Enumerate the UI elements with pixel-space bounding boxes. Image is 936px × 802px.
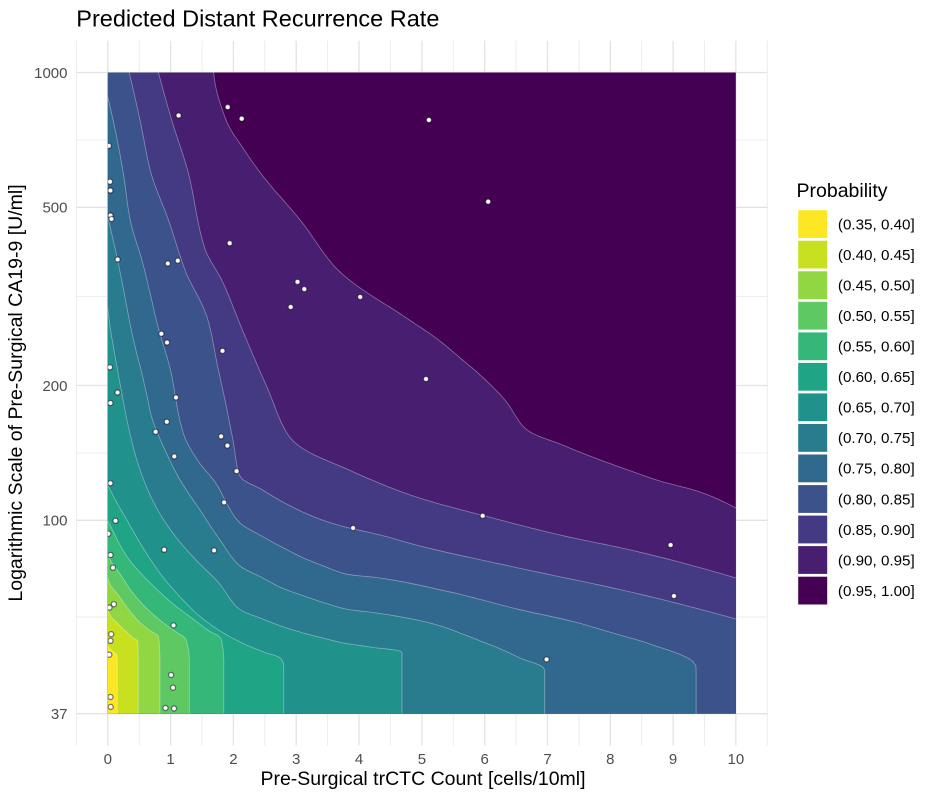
svg-text:Pre-Surgical trCTC Count [cell: Pre-Surgical trCTC Count [cells/10ml] xyxy=(260,768,585,790)
svg-text:(0.75, 0.80]: (0.75, 0.80] xyxy=(838,461,915,478)
svg-text:5: 5 xyxy=(418,751,426,768)
svg-text:Logarithmic Scale of Pre-Surgi: Logarithmic Scale of Pre-Surgical CA19-9… xyxy=(5,184,27,601)
svg-text:10: 10 xyxy=(728,751,745,768)
svg-text:7: 7 xyxy=(543,751,551,768)
svg-text:9: 9 xyxy=(669,751,677,768)
svg-text:Probability: Probability xyxy=(797,180,888,202)
svg-text:1: 1 xyxy=(166,751,174,768)
svg-text:0: 0 xyxy=(104,751,112,768)
svg-text:3: 3 xyxy=(292,751,300,768)
svg-text:(0.40, 0.45]: (0.40, 0.45] xyxy=(838,247,915,264)
svg-text:100: 100 xyxy=(42,513,67,530)
svg-text:(0.35, 0.40]: (0.35, 0.40] xyxy=(838,216,915,233)
svg-text:Predicted Distant Recurrence R: Predicted Distant Recurrence Rate xyxy=(76,5,439,31)
svg-text:500: 500 xyxy=(42,200,67,217)
svg-text:8: 8 xyxy=(606,751,614,768)
svg-text:4: 4 xyxy=(355,751,363,768)
svg-text:(0.85, 0.90]: (0.85, 0.90] xyxy=(838,522,915,539)
svg-text:(0.70, 0.75]: (0.70, 0.75] xyxy=(838,430,915,447)
svg-text:(0.60, 0.65]: (0.60, 0.65] xyxy=(838,369,915,386)
svg-text:(0.55, 0.60]: (0.55, 0.60] xyxy=(838,339,915,356)
svg-text:(0.95, 1.00]: (0.95, 1.00] xyxy=(838,583,915,600)
svg-text:2: 2 xyxy=(229,751,237,768)
svg-text:37: 37 xyxy=(51,706,68,723)
svg-text:(0.80, 0.85]: (0.80, 0.85] xyxy=(838,491,915,508)
svg-text:(0.90, 0.95]: (0.90, 0.95] xyxy=(838,552,915,569)
svg-text:(0.65, 0.70]: (0.65, 0.70] xyxy=(838,400,915,417)
svg-text:6: 6 xyxy=(481,751,489,768)
svg-text:(0.50, 0.55]: (0.50, 0.55] xyxy=(838,308,915,325)
svg-text:200: 200 xyxy=(42,378,67,395)
svg-text:(0.45, 0.50]: (0.45, 0.50] xyxy=(838,278,915,295)
svg-text:1000: 1000 xyxy=(34,65,67,82)
